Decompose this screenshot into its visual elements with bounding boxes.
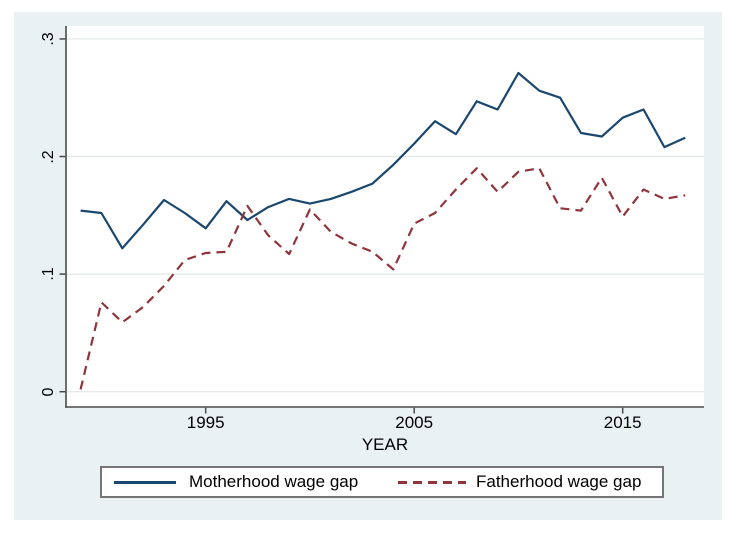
plot-area [66, 26, 704, 407]
y-tick-label: .1 [40, 267, 57, 281]
series-line-fatherhood [79, 167, 686, 390]
legend-line-sample-motherhood [114, 481, 176, 484]
x-axis-title: YEAR [361, 435, 409, 454]
legend-line-sample-fatherhood [398, 481, 466, 484]
y-tick-label: .2 [40, 149, 57, 164]
x-tick-label: 1995 [186, 413, 225, 432]
legend-label-fatherhood: Fatherhood wage gap [476, 472, 642, 491]
x-tick-label: 2005 [395, 413, 434, 432]
y-tick-label: .3 [40, 32, 57, 46]
x-tick-label: 2015 [603, 413, 642, 432]
legend-label-motherhood: Motherhood wage gap [189, 472, 359, 491]
series-line-motherhood [80, 71, 686, 250]
y-tick-label: 0 [40, 387, 57, 397]
legend-box: Motherhood wage gap Fatherhood wage gap [100, 466, 664, 498]
